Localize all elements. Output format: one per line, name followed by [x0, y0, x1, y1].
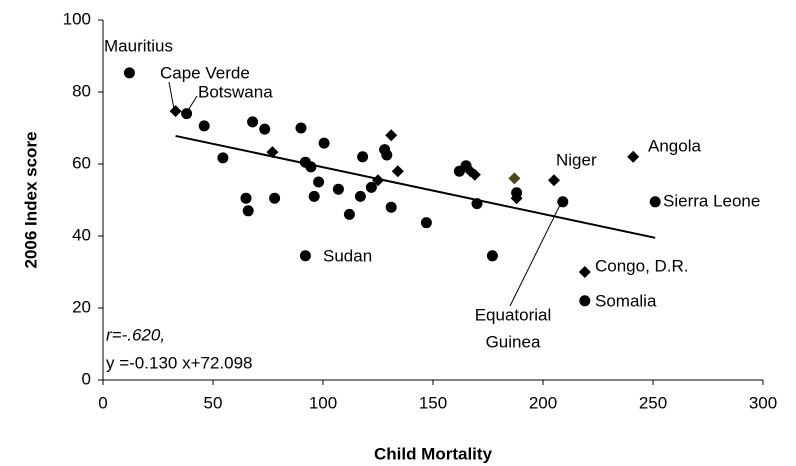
point [557, 196, 569, 208]
point [332, 183, 344, 195]
point [247, 116, 259, 128]
point [242, 205, 254, 217]
point-label: Mauritius [104, 36, 173, 55]
y-tick-label: 60 [72, 153, 91, 172]
point [579, 295, 591, 307]
point [508, 172, 521, 185]
point [627, 150, 640, 163]
x-tick-label: 200 [529, 393, 557, 412]
point-labels: Mauritius Cape Verde Botswana Sudan Nige… [104, 36, 760, 351]
y-axis-title: 2006 Index score [21, 131, 40, 268]
point [385, 129, 398, 142]
leader-line [509, 204, 561, 307]
point [169, 105, 182, 118]
point [295, 122, 307, 134]
point [343, 208, 355, 220]
point-label: Cape Verde [160, 63, 250, 82]
point-label: Sierra Leone [663, 191, 760, 210]
x-tick-label: 300 [749, 393, 777, 412]
point [217, 152, 229, 164]
point-label: Somalia [595, 291, 657, 310]
point [510, 192, 523, 205]
trendline [175, 134, 656, 239]
point [181, 108, 193, 120]
point [381, 149, 393, 161]
annotation: y =-0.130 x+72.098 [106, 353, 253, 372]
point [269, 192, 281, 204]
x-tick-label: 50 [204, 393, 223, 412]
point [354, 190, 366, 202]
point [299, 250, 311, 262]
point [471, 198, 483, 210]
point [372, 174, 384, 187]
point-label: Sudan [323, 246, 372, 265]
point [123, 67, 135, 79]
point [391, 165, 404, 178]
x-tick-label: 250 [639, 393, 667, 412]
point [365, 181, 377, 193]
leader-line [168, 81, 175, 110]
point-label: Equatorial [475, 305, 552, 324]
point-label: Angola [648, 136, 701, 155]
point [649, 196, 661, 208]
point-label: Guinea [486, 332, 541, 351]
point [198, 120, 210, 132]
point [318, 137, 330, 149]
point [420, 217, 432, 229]
y-tick-label: 20 [72, 297, 91, 316]
point-label: Niger [556, 150, 597, 169]
x-tick-label: 0 [98, 393, 107, 412]
y-tick-label: 80 [72, 81, 91, 100]
point [385, 201, 397, 213]
x-axis-title: Child Mortality [374, 444, 493, 463]
x-tick-label: 150 [419, 393, 447, 412]
point [578, 266, 591, 278]
y-tick-label: 40 [72, 225, 91, 244]
point [486, 250, 498, 262]
point [266, 146, 279, 159]
point [259, 123, 271, 135]
point [468, 168, 481, 181]
point [308, 190, 320, 202]
point [305, 161, 317, 173]
point [240, 192, 252, 204]
y-tick-label: 0 [82, 369, 91, 388]
point-label: Botswana [198, 82, 273, 101]
annotation: r=-.620, [106, 325, 165, 344]
x-tick-label: 100 [309, 393, 337, 412]
point [313, 176, 325, 188]
point [357, 151, 369, 163]
y-tick-label: 100 [63, 9, 91, 28]
point-label: Congo, D.R. [595, 256, 689, 275]
point [548, 174, 560, 187]
